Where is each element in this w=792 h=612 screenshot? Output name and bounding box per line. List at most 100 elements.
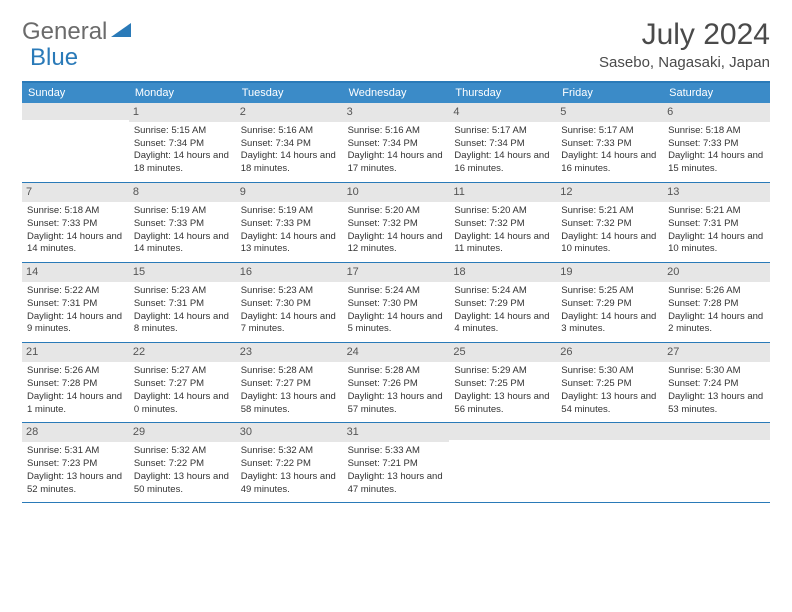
daylight-text: Daylight: 14 hours and 11 minutes.: [454, 231, 552, 257]
day-body: Sunrise: 5:32 AMSunset: 7:22 PMDaylight:…: [240, 445, 339, 496]
day-of-week-header: Sunday Monday Tuesday Wednesday Thursday…: [22, 83, 770, 103]
sunset-text: Sunset: 7:26 PM: [348, 378, 446, 391]
day-cell: 22Sunrise: 5:27 AMSunset: 7:27 PMDayligh…: [129, 343, 236, 422]
daylight-text: Daylight: 14 hours and 17 minutes.: [348, 150, 446, 176]
sunset-text: Sunset: 7:32 PM: [454, 218, 552, 231]
day-body: Sunrise: 5:30 AMSunset: 7:24 PMDaylight:…: [667, 365, 766, 416]
day-number: 27: [663, 343, 770, 362]
daylight-text: Daylight: 14 hours and 18 minutes.: [134, 150, 232, 176]
sunset-text: Sunset: 7:34 PM: [454, 138, 552, 151]
sunrise-text: Sunrise: 5:15 AM: [134, 125, 232, 138]
sunset-text: Sunset: 7:24 PM: [668, 378, 766, 391]
daylight-text: Daylight: 14 hours and 3 minutes.: [561, 311, 659, 337]
sunrise-text: Sunrise: 5:32 AM: [134, 445, 232, 458]
daylight-text: Daylight: 14 hours and 1 minute.: [27, 391, 125, 417]
daylight-text: Daylight: 14 hours and 12 minutes.: [348, 231, 446, 257]
week-row: 1Sunrise: 5:15 AMSunset: 7:34 PMDaylight…: [22, 103, 770, 183]
day-body: Sunrise: 5:26 AMSunset: 7:28 PMDaylight:…: [667, 285, 766, 336]
day-cell: 12 Sunrise: 5:21 AMSunset: 7:32 PMDayligh…: [556, 183, 663, 262]
day-cell: 30Sunrise: 5:32 AMSunset: 7:22 PMDayligh…: [236, 423, 343, 502]
daylight-text: Daylight: 14 hours and 16 minutes.: [561, 150, 659, 176]
day-body: Sunrise: 5:20 AMSunset: 7:32 PMDaylight:…: [453, 205, 552, 256]
day-cell: [449, 423, 556, 502]
daylight-text: Daylight: 14 hours and 4 minutes.: [454, 311, 552, 337]
day-number: 31: [343, 423, 450, 442]
daylight-text: Daylight: 14 hours and 5 minutes.: [348, 311, 446, 337]
weeks-container: 1Sunrise: 5:15 AMSunset: 7:34 PMDaylight…: [22, 103, 770, 503]
sunset-text: Sunset: 7:31 PM: [27, 298, 125, 311]
day-body: Sunrise: 5:20 AMSunset: 7:32 PMDaylight:…: [347, 205, 446, 256]
day-body: Sunrise: 5:27 AMSunset: 7:27 PMDaylight:…: [133, 365, 232, 416]
dow-monday: Monday: [129, 83, 236, 103]
day-number: 12: [556, 183, 663, 202]
day-body: Sunrise: 5:21 AMSunset: 7:32 PMDaylight:…: [560, 205, 659, 256]
day-number: 6: [663, 103, 770, 122]
day-number: 26: [556, 343, 663, 362]
sunset-text: Sunset: 7:31 PM: [134, 298, 232, 311]
day-body: Sunrise: 5:24 AMSunset: 7:30 PMDaylight:…: [347, 285, 446, 336]
day-cell: 3Sunrise: 5:16 AMSunset: 7:34 PMDaylight…: [343, 103, 450, 182]
day-cell: 23 Sunrise: 5:28 AMSunset: 7:27 PMDayligh…: [236, 343, 343, 422]
sunset-text: Sunset: 7:27 PM: [241, 378, 339, 391]
daylight-text: Daylight: 14 hours and 16 minutes.: [454, 150, 552, 176]
sunrise-text: Sunrise: 5:30 AM: [668, 365, 766, 378]
day-cell: [556, 423, 663, 502]
sunset-text: Sunset: 7:21 PM: [348, 458, 446, 471]
day-number: 20: [663, 263, 770, 282]
day-cell: 25Sunrise: 5:29 AMSunset: 7:25 PMDayligh…: [449, 343, 556, 422]
sunset-text: Sunset: 7:34 PM: [241, 138, 339, 151]
day-cell: 31 Sunrise: 5:33 AMSunset: 7:21 PMDayligh…: [343, 423, 450, 502]
day-body: Sunrise: 5:18 AMSunset: 7:33 PMDaylight:…: [667, 125, 766, 176]
header: General July 2024 Sasebo, Nagasaki, Japa…: [22, 18, 770, 71]
day-number: 9: [236, 183, 343, 202]
daylight-text: Daylight: 14 hours and 15 minutes.: [668, 150, 766, 176]
sunset-text: Sunset: 7:29 PM: [454, 298, 552, 311]
week-row: 14Sunrise: 5:22 AMSunset: 7:31 PMDayligh…: [22, 263, 770, 343]
day-cell: [663, 423, 770, 502]
day-body: Sunrise: 5:21 AMSunset: 7:31 PMDaylight:…: [667, 205, 766, 256]
daylight-text: Daylight: 13 hours and 47 minutes.: [348, 471, 446, 497]
daylight-text: Daylight: 14 hours and 14 minutes.: [27, 231, 125, 257]
sunset-text: Sunset: 7:33 PM: [27, 218, 125, 231]
sunrise-text: Sunrise: 5:25 AM: [561, 285, 659, 298]
day-cell: 5 Sunrise: 5:17 AMSunset: 7:33 PMDaylight…: [556, 103, 663, 182]
day-cell: 29Sunrise: 5:32 AMSunset: 7:22 PMDayligh…: [129, 423, 236, 502]
day-cell: [22, 103, 129, 182]
sunset-text: Sunset: 7:22 PM: [241, 458, 339, 471]
day-body: Sunrise: 5:16 AMSunset: 7:34 PMDaylight:…: [240, 125, 339, 176]
sunset-text: Sunset: 7:32 PM: [348, 218, 446, 231]
day-body: Sunrise: 5:16 AMSunset: 7:34 PMDaylight:…: [347, 125, 446, 176]
sunrise-text: Sunrise: 5:31 AM: [27, 445, 125, 458]
sunrise-text: Sunrise: 5:28 AM: [348, 365, 446, 378]
sunset-text: Sunset: 7:27 PM: [134, 378, 232, 391]
day-body: Sunrise: 5:18 AMSunset: 7:33 PMDaylight:…: [26, 205, 125, 256]
day-number: 23: [236, 343, 343, 362]
sunset-text: Sunset: 7:30 PM: [241, 298, 339, 311]
day-cell: 18Sunrise: 5:24 AMSunset: 7:29 PMDayligh…: [449, 263, 556, 342]
day-number: 16: [236, 263, 343, 282]
day-body: Sunrise: 5:22 AMSunset: 7:31 PMDaylight:…: [26, 285, 125, 336]
day-cell: 15Sunrise: 5:23 AMSunset: 7:31 PMDayligh…: [129, 263, 236, 342]
day-number: 19: [556, 263, 663, 282]
day-number: 5: [556, 103, 663, 122]
daylight-text: Daylight: 14 hours and 7 minutes.: [241, 311, 339, 337]
sunrise-text: Sunrise: 5:19 AM: [241, 205, 339, 218]
daylight-text: Daylight: 14 hours and 14 minutes.: [134, 231, 232, 257]
day-body: Sunrise: 5:29 AMSunset: 7:25 PMDaylight:…: [453, 365, 552, 416]
day-body: Sunrise: 5:28 AMSunset: 7:27 PMDaylight:…: [240, 365, 339, 416]
week-row: 21Sunrise: 5:26 AMSunset: 7:28 PMDayligh…: [22, 343, 770, 423]
day-number: 4: [449, 103, 556, 122]
day-body: Sunrise: 5:23 AMSunset: 7:30 PMDaylight:…: [240, 285, 339, 336]
day-number: 11: [449, 183, 556, 202]
day-number: 17: [343, 263, 450, 282]
day-body: Sunrise: 5:24 AMSunset: 7:29 PMDaylight:…: [453, 285, 552, 336]
day-cell: 17 Sunrise: 5:24 AMSunset: 7:30 PMDayligh…: [343, 263, 450, 342]
day-number: 13: [663, 183, 770, 202]
daylight-text: Daylight: 14 hours and 10 minutes.: [561, 231, 659, 257]
day-body: Sunrise: 5:17 AMSunset: 7:33 PMDaylight:…: [560, 125, 659, 176]
sunset-text: Sunset: 7:28 PM: [27, 378, 125, 391]
day-cell: 4Sunrise: 5:17 AMSunset: 7:34 PMDaylight…: [449, 103, 556, 182]
day-cell: 11 Sunrise: 5:20 AMSunset: 7:32 PMDayligh…: [449, 183, 556, 262]
sunrise-text: Sunrise: 5:33 AM: [348, 445, 446, 458]
day-cell: 28Sunrise: 5:31 AMSunset: 7:23 PMDayligh…: [22, 423, 129, 502]
